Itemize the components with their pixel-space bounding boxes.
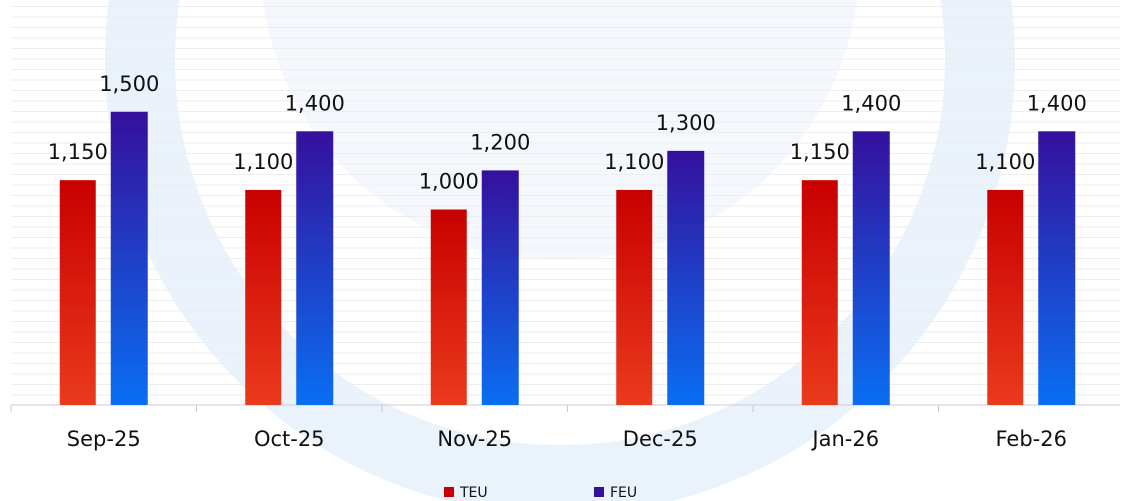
value-label: 1,400 bbox=[285, 91, 345, 115]
background-decoration bbox=[105, 0, 1015, 501]
value-label: 1,200 bbox=[470, 130, 530, 154]
x-tick-label: Sep-25 bbox=[67, 427, 141, 451]
bar bbox=[59, 180, 96, 405]
bar bbox=[616, 189, 653, 405]
bar bbox=[1038, 131, 1076, 406]
x-tick-label: Dec-25 bbox=[623, 427, 698, 451]
bar bbox=[481, 170, 519, 405]
bar bbox=[852, 131, 890, 406]
value-label: 1,100 bbox=[975, 150, 1035, 174]
value-label: 1,000 bbox=[419, 170, 479, 194]
bar bbox=[801, 180, 838, 405]
legend-swatch bbox=[444, 487, 454, 497]
bar bbox=[667, 150, 705, 405]
value-label: 1,500 bbox=[99, 72, 159, 96]
bar bbox=[987, 189, 1024, 405]
legend-label: TEU bbox=[459, 485, 488, 501]
background-lines bbox=[11, 6, 1120, 396]
value-label: 1,150 bbox=[48, 140, 108, 164]
x-tick-label: Oct-25 bbox=[254, 427, 325, 451]
value-label: 1,150 bbox=[790, 140, 850, 164]
bar bbox=[296, 131, 334, 406]
value-label: 1,400 bbox=[1027, 91, 1087, 115]
bar bbox=[430, 209, 467, 405]
legend-label: FEU bbox=[610, 485, 637, 501]
x-tick-label: Nov-25 bbox=[437, 427, 512, 451]
value-label: 1,100 bbox=[233, 150, 293, 174]
x-tick-label: Feb-26 bbox=[996, 427, 1067, 451]
legend-swatch bbox=[594, 487, 604, 497]
value-label: 1,400 bbox=[841, 91, 901, 115]
x-tick-label: Jan-26 bbox=[810, 427, 879, 451]
value-label: 1,300 bbox=[656, 111, 716, 135]
value-label: 1,100 bbox=[604, 150, 664, 174]
bar bbox=[245, 189, 282, 405]
bar bbox=[110, 111, 148, 405]
